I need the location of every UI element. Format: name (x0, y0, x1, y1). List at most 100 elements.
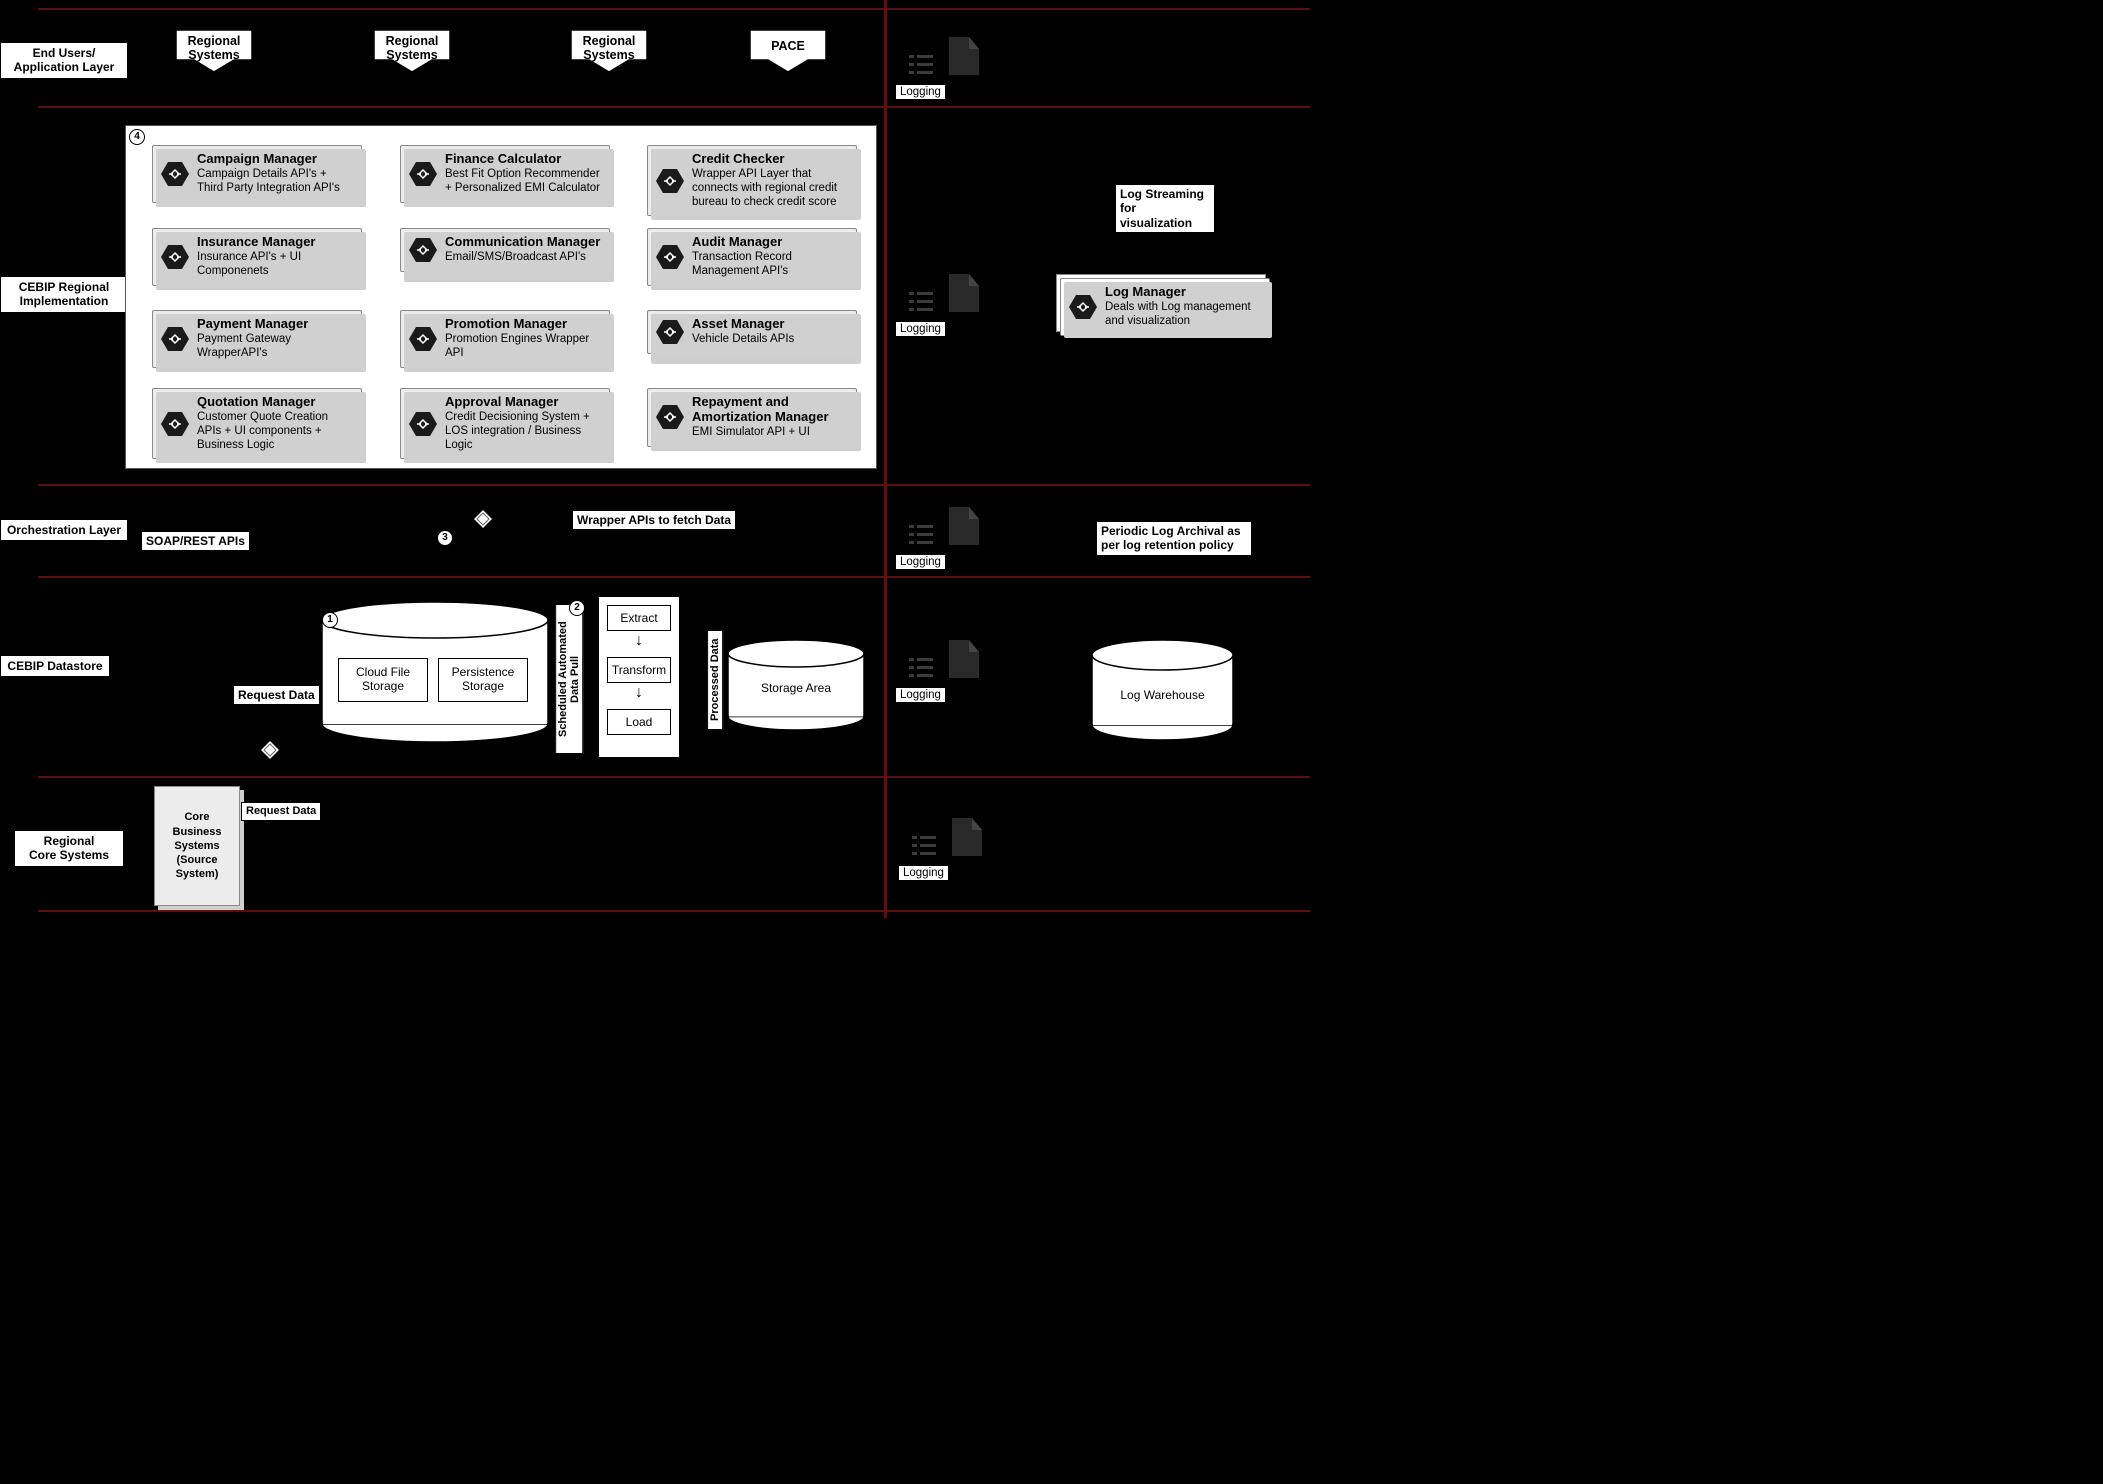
hexagon-icon (161, 327, 189, 351)
storage-label: Storage Area (726, 681, 866, 695)
logging-label: Logging (895, 321, 946, 337)
system-shape: RegionalSystems (174, 28, 254, 74)
manager-card: Credit CheckerWrapper API Layer that con… (647, 145, 857, 216)
request-data-label: Request Data (241, 802, 321, 821)
hexagon-icon (161, 245, 189, 269)
list-icon (909, 53, 935, 80)
badge-1: 1 (322, 612, 338, 628)
row-divider (38, 8, 1310, 10)
logging-label: Logging (895, 687, 946, 703)
document-icon (947, 272, 981, 317)
manager-title: Asset Manager (692, 317, 848, 332)
logging-label: Logging (898, 865, 949, 881)
hexagon-icon (409, 162, 437, 186)
system-shape: PACE (748, 28, 828, 74)
row-divider (38, 106, 1310, 108)
list-icon (912, 834, 938, 861)
row-label: CEBIP Datastore (0, 655, 110, 677)
soap-rest-label: SOAP/REST APIs (141, 531, 250, 551)
row-label: CEBIP RegionalImplementation (0, 276, 128, 313)
manager-title: Repayment and Amortization Manager (692, 395, 848, 425)
manager-desc: Wrapper API Layer that connects with reg… (692, 168, 848, 209)
hexagon-icon (656, 405, 684, 429)
logging-block: Logging (895, 35, 995, 105)
hexagon-icon (161, 162, 189, 186)
manager-card: Communication ManagerEmail/SMS/Broadcast… (400, 228, 610, 272)
manager-card: Insurance ManagerInsurance API's + UI Co… (152, 228, 362, 286)
system-shape: RegionalSystems (372, 28, 452, 74)
row-label: End Users/Application Layer (0, 42, 128, 79)
badge-4: 4 (129, 129, 145, 145)
document-icon (947, 638, 981, 683)
processed-data-label: Processed Data (707, 630, 723, 730)
manager-card: Payment ManagerPayment Gateway WrapperAP… (152, 310, 362, 368)
hexagon-icon (1069, 295, 1097, 319)
badge-2: 2 (569, 600, 585, 616)
manager-title: Finance Calculator (445, 152, 601, 167)
scheduled-pull-label: Scheduled AutomatedData Pull (555, 604, 583, 754)
row-label: RegionalCore Systems (14, 830, 124, 867)
system-shape: RegionalSystems (569, 28, 649, 74)
diamond-icon (472, 508, 494, 530)
manager-desc: Insurance API's + UI Componenets (197, 251, 353, 279)
badge-3: 3 (437, 530, 453, 546)
hexagon-icon (656, 245, 684, 269)
core-systems-box: Core Business Systems (Source System) (154, 786, 240, 906)
architecture-diagram: End Users/Application Layer CEBIP Regiona… (0, 0, 1310, 918)
document-icon (947, 35, 981, 80)
diamond-icon (259, 739, 281, 761)
manager-desc: EMI Simulator API + UI (692, 426, 848, 440)
hexagon-icon (656, 320, 684, 344)
arrow-down-icon: ↓ (599, 633, 679, 649)
logging-block: Logging (895, 638, 995, 708)
manager-desc: Transaction Record Management API's (692, 251, 848, 279)
manager-card: Asset ManagerVehicle Details APIs (647, 310, 857, 354)
vertical-divider (884, 0, 887, 918)
manager-card: Finance CalculatorBest Fit Option Recomm… (400, 145, 610, 203)
hexagon-icon (409, 327, 437, 351)
manager-card: Repayment and Amortization ManagerEMI Si… (647, 388, 857, 447)
log-manager-card: Log ManagerDeals with Log management and… (1060, 278, 1270, 336)
manager-title: Audit Manager (692, 235, 848, 250)
row-label: Orchestration Layer (0, 519, 128, 541)
manager-title: Approval Manager (445, 395, 601, 410)
manager-title: Payment Manager (197, 317, 353, 332)
list-icon (909, 656, 935, 683)
manager-desc: Email/SMS/Broadcast API's (445, 251, 601, 265)
etl-panel: Extract ↓ Transform ↓ Load (598, 596, 680, 758)
logging-block: Logging (895, 505, 995, 575)
manager-title: Insurance Manager (197, 235, 353, 250)
row-divider (38, 910, 1310, 912)
manager-title: Communication Manager (445, 235, 601, 250)
manager-title: Credit Checker (692, 152, 848, 167)
hexagon-icon (161, 412, 189, 436)
row-divider (38, 776, 1310, 778)
info-label: Periodic Log Archival asper log retentio… (1096, 521, 1252, 556)
etl-step: Transform (607, 657, 671, 683)
manager-card: Audit ManagerTransaction Record Manageme… (647, 228, 857, 286)
manager-desc: Vehicle Details APIs (692, 333, 848, 347)
hexagon-icon (409, 412, 437, 436)
etl-step: Extract (607, 605, 671, 631)
manager-card: Approval ManagerCredit Decisioning Syste… (400, 388, 610, 459)
row-divider (38, 576, 1310, 578)
manager-card: Campaign ManagerCampaign Details API's +… (152, 145, 362, 203)
hexagon-icon (409, 238, 437, 262)
logging-block: Logging (898, 816, 998, 886)
logging-label: Logging (895, 84, 946, 100)
storage-box: Cloud FileStorage (338, 658, 428, 702)
wrapper-apis-label: Wrapper APIs to fetch Data (572, 510, 736, 530)
manager-desc: Promotion Engines Wrapper API (445, 333, 601, 361)
arrow-down-icon: ↓ (599, 685, 679, 701)
manager-desc: Payment Gateway WrapperAPI's (197, 333, 353, 361)
etl-step: Load (607, 709, 671, 735)
list-icon (909, 523, 935, 550)
logging-block: Logging (895, 272, 995, 342)
log-warehouse-label: Log Warehouse (1090, 688, 1235, 702)
document-icon (947, 505, 981, 550)
document-icon (950, 816, 984, 861)
hexagon-icon (656, 169, 684, 193)
row-divider (38, 484, 1310, 486)
manager-desc: Campaign Details API's + Third Party Int… (197, 168, 353, 196)
manager-desc: Customer Quote Creation APIs + UI compon… (197, 411, 353, 452)
